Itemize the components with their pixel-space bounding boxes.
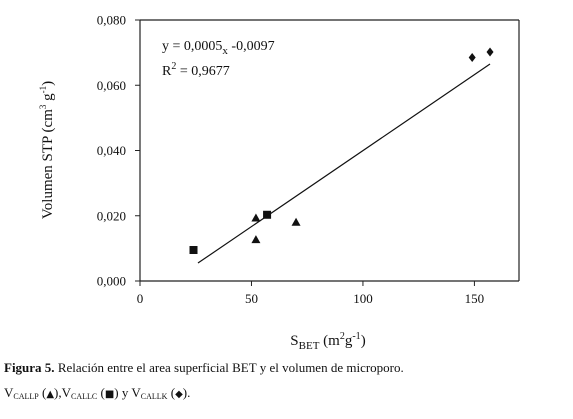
equation-x: x	[222, 45, 228, 57]
r-squared: R2 = 0,9677	[162, 61, 230, 79]
trendline-group	[197, 63, 491, 264]
ylabel-sup1: 3	[38, 104, 48, 109]
key-callp-close: ),	[54, 385, 62, 400]
xlabel-mid: (m	[319, 333, 340, 349]
y-tick-label-0: 0,000	[97, 274, 126, 289]
key-callp-sub: CALLP	[13, 392, 39, 401]
equation-main: y = 0,0005	[162, 39, 222, 54]
square-point-0	[189, 246, 198, 255]
key-callp-v: V	[4, 385, 14, 400]
key-callk-open: (	[167, 385, 176, 400]
trendline	[197, 63, 491, 264]
y-tick-label-4: 0,080	[97, 13, 126, 28]
y-tick-label-3: 0,060	[97, 78, 126, 93]
equation-tail: -0,0097	[228, 39, 275, 54]
ticks: 0 50 100 150 0,000 0,020 0,040 0,060 0,080	[97, 13, 484, 307]
y-tick-label-1: 0,020	[97, 208, 126, 223]
triangle-point-1	[251, 235, 261, 244]
square-icon: ■	[104, 389, 115, 400]
data-points	[189, 47, 494, 255]
key-callk-sub: CALLK	[140, 392, 168, 401]
xlabel-s: S	[290, 333, 298, 349]
xlabel-sup2: -1	[352, 331, 360, 342]
xlabel-sub: BET	[299, 340, 320, 352]
xlabel-g: g	[345, 333, 353, 349]
key-callp-open: (	[38, 385, 47, 400]
figure-label: Figura 5.	[4, 360, 55, 375]
key-callc-sub: CALLC	[71, 392, 98, 401]
x-tick-label-2: 100	[353, 291, 373, 306]
key-callc-close: ) y	[114, 385, 132, 400]
triangle-icon: ▲	[46, 389, 55, 400]
x-tick-label-3: 150	[465, 291, 485, 306]
x-tick-label-0: 0	[137, 291, 144, 306]
r2-value: = 0,9677	[176, 64, 229, 79]
r2-r: R	[162, 64, 172, 79]
triangle-point-2	[291, 217, 301, 226]
ylabel-mid: g	[40, 93, 56, 105]
figure-text: Relación entre el area superficial BET y…	[54, 360, 404, 375]
key-callc: VCALLC (■) y	[61, 385, 132, 401]
key-callk-close: ).	[182, 385, 191, 400]
key-callc-open: (	[97, 385, 105, 400]
x-tick-label-1: 50	[245, 291, 258, 306]
key-callk-v: V	[131, 385, 141, 400]
key-callc-v: V	[61, 385, 72, 400]
diamond-point-1	[486, 47, 494, 57]
r2-sup: 2	[171, 61, 176, 72]
triangle-point-0	[251, 213, 261, 222]
ylabel-main: Volumen STP (cm	[40, 109, 56, 219]
key-callk: VCALLK (◆).	[131, 385, 191, 401]
diamond-icon: ◆	[175, 389, 183, 400]
y-tick-label-2: 0,040	[97, 143, 126, 158]
figure-caption: Figura 5. Relación entre el area superfi…	[4, 360, 404, 376]
axes	[139, 19, 520, 282]
series-key-caption: VCALLP (▲),VCALLC (■) y VCALLK (◆).	[4, 385, 190, 401]
xlabel-end: )	[361, 333, 366, 349]
y-axis-title: Volumen STP (cm3 g-1)	[38, 81, 56, 219]
trend-equation: y = 0,0005x -0,0097	[162, 39, 275, 57]
ylabel-end: )	[40, 81, 56, 86]
xlabel-sup1: 2	[340, 331, 345, 342]
key-callp: VCALLP (▲),	[4, 385, 62, 401]
ylabel-sup2: -1	[38, 86, 48, 94]
diamond-point-0	[468, 53, 476, 63]
square-point-1	[263, 210, 272, 219]
x-axis-title: SBET (m2g-1)	[290, 331, 365, 352]
